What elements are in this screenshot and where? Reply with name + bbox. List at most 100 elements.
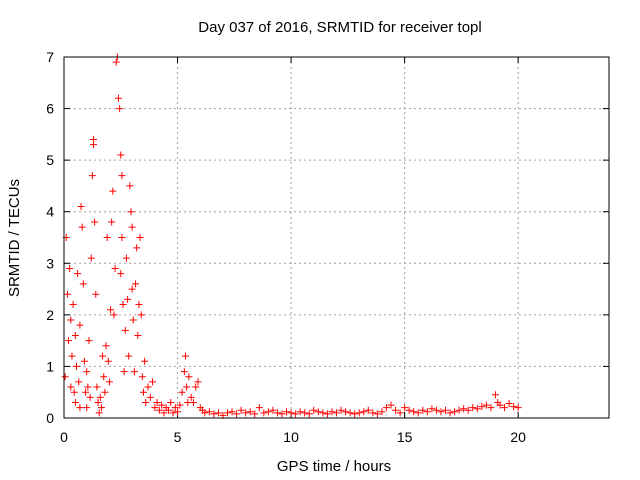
data-point xyxy=(180,368,188,376)
data-point xyxy=(127,208,135,216)
data-point xyxy=(83,368,91,376)
data-point xyxy=(104,357,112,365)
data-point xyxy=(260,409,268,417)
data-point xyxy=(79,280,87,288)
data-point xyxy=(176,401,184,409)
x-tick-label: 5 xyxy=(174,429,182,445)
data-point xyxy=(126,182,134,190)
data-point xyxy=(310,406,318,414)
data-point xyxy=(155,406,163,414)
data-point xyxy=(124,295,132,303)
data-point xyxy=(67,316,75,324)
data-point xyxy=(405,406,413,414)
data-point xyxy=(360,408,368,416)
data-point xyxy=(414,409,422,417)
y-tick-label: 5 xyxy=(46,152,54,168)
data-point xyxy=(87,254,95,262)
data-point xyxy=(115,94,122,102)
grid xyxy=(64,57,609,418)
data-point xyxy=(301,409,309,417)
data-point xyxy=(194,378,202,386)
data-point xyxy=(160,409,168,417)
data-point xyxy=(410,408,418,416)
data-point xyxy=(473,405,481,413)
data-point xyxy=(185,373,193,381)
data-point xyxy=(88,172,96,180)
data-point xyxy=(109,187,117,195)
data-point xyxy=(201,409,209,417)
data-point xyxy=(74,270,82,278)
data-point xyxy=(171,404,179,412)
data-point xyxy=(491,391,499,399)
data-point xyxy=(118,234,126,241)
data-point xyxy=(319,409,327,417)
data-point xyxy=(61,373,69,381)
data-point xyxy=(153,399,161,407)
data-point xyxy=(255,404,263,412)
data-point xyxy=(510,403,518,411)
data-point xyxy=(91,218,99,226)
data-point xyxy=(70,388,78,396)
data-point xyxy=(130,368,138,376)
data-point xyxy=(69,301,77,309)
x-tick-label: 0 xyxy=(60,429,68,445)
y-tick-label: 2 xyxy=(46,307,54,323)
data-point xyxy=(178,388,186,396)
data-point xyxy=(314,408,322,416)
data-point xyxy=(146,393,154,401)
data-point xyxy=(63,290,71,298)
data-point xyxy=(478,403,486,411)
data-point xyxy=(72,362,80,370)
data-point xyxy=(187,393,195,401)
data-point xyxy=(86,393,94,401)
data-point xyxy=(228,408,236,416)
data-point xyxy=(233,410,241,418)
data-point xyxy=(135,301,143,309)
data-point xyxy=(118,172,126,180)
data-point xyxy=(469,404,477,412)
data-point xyxy=(192,383,200,391)
y-tick-label: 7 xyxy=(46,49,54,65)
data-point xyxy=(111,264,119,272)
data-point xyxy=(108,218,116,226)
data-point xyxy=(364,406,372,414)
data-point xyxy=(134,331,142,339)
data-point xyxy=(65,337,73,345)
x-tick-label: 15 xyxy=(397,429,413,445)
data-point xyxy=(82,388,90,396)
data-point xyxy=(117,151,125,159)
data-point xyxy=(378,408,386,416)
data-point xyxy=(460,405,468,413)
data-point xyxy=(401,404,409,412)
data-point xyxy=(287,409,295,417)
data-point xyxy=(269,406,277,414)
data-point xyxy=(501,404,509,412)
y-tick-label: 0 xyxy=(46,410,54,426)
data-point xyxy=(455,406,463,414)
data-point xyxy=(169,409,177,417)
data-point xyxy=(71,331,79,339)
data-point xyxy=(183,383,191,391)
data-point xyxy=(355,409,363,417)
data-point xyxy=(342,408,350,416)
data-point xyxy=(432,406,440,414)
data-point xyxy=(305,410,313,418)
data-point xyxy=(92,290,100,298)
data-point xyxy=(119,301,127,309)
data-point xyxy=(66,264,74,272)
y-tick-label: 6 xyxy=(46,101,54,117)
data-point xyxy=(174,408,182,416)
data-point xyxy=(128,285,136,293)
data-point xyxy=(333,409,340,417)
data-point xyxy=(214,409,222,417)
data-point xyxy=(77,203,85,211)
data-points xyxy=(61,53,522,419)
data-point xyxy=(76,404,84,412)
data-point xyxy=(78,223,86,231)
data-point xyxy=(419,406,427,414)
data-point xyxy=(487,404,495,412)
data-point xyxy=(392,406,400,414)
data-point xyxy=(369,409,377,417)
data-point xyxy=(237,406,245,414)
